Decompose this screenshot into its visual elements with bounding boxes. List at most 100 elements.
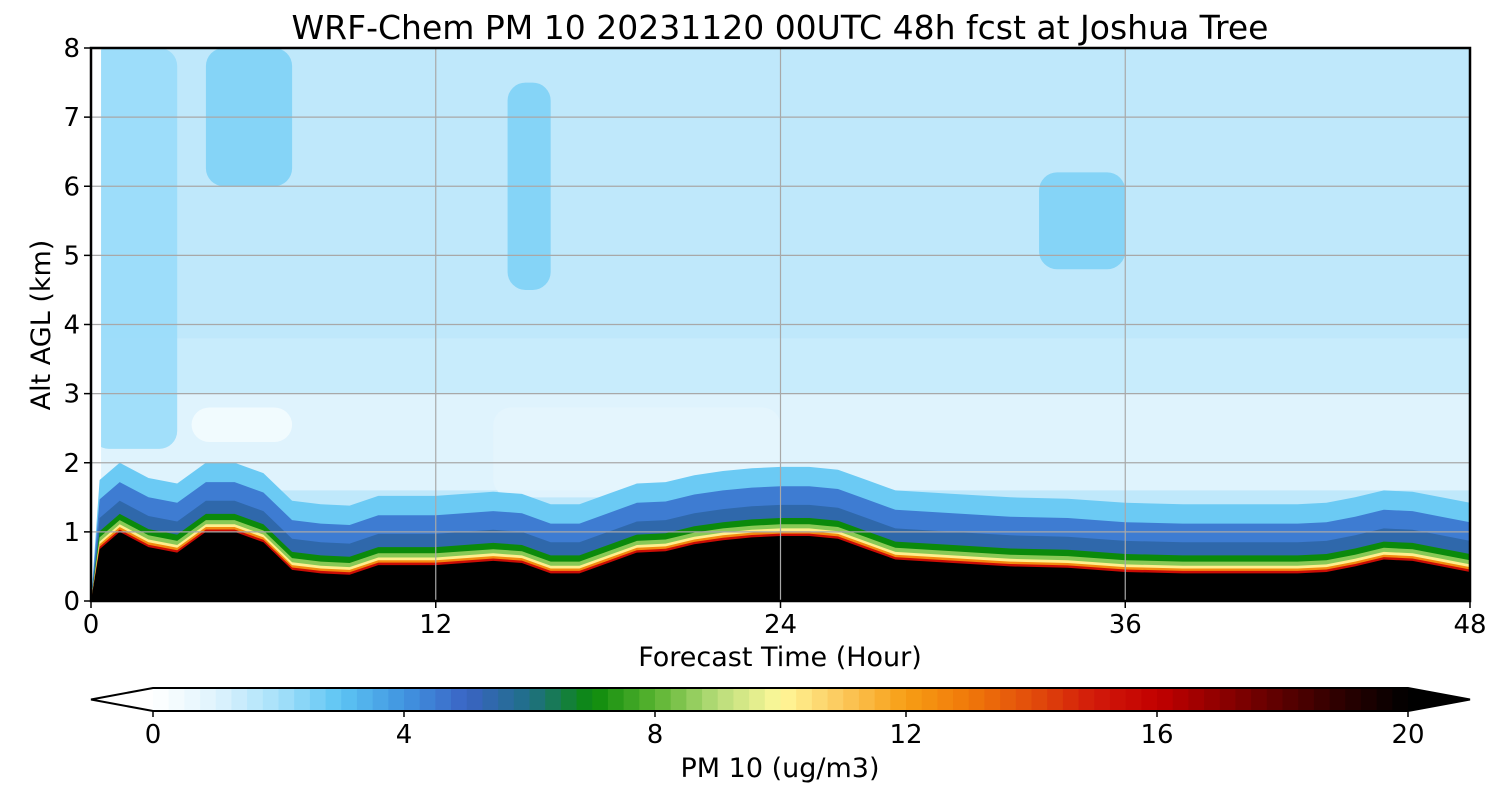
colorbar-segment-44	[843, 688, 860, 711]
colorbar-segment-60	[1094, 688, 1111, 711]
colorbar-segment-14	[372, 688, 389, 711]
colorbar-segment-13	[356, 688, 374, 711]
colorbar-ticks: 0 4 8 12 16 20	[145, 711, 1425, 750]
x-tick-label-3: 36	[1109, 610, 1142, 640]
colorbar-segment-26	[560, 688, 578, 711]
colorbar-segment-28	[592, 688, 609, 711]
chart-title: WRF-Chem PM 10 20231120 00UTC 48h fcst a…	[292, 8, 1269, 47]
colorbar-segment-58	[1062, 688, 1080, 711]
plot-area	[91, 48, 1470, 601]
colorbar-segment-66	[1188, 688, 1205, 711]
colorbar-tick-label-0: 0	[145, 720, 162, 750]
colorbar-segment-24	[529, 688, 546, 711]
y-tick-label-4: 4	[63, 311, 80, 341]
colorbar-segment-15	[388, 688, 405, 711]
colorbar-segment-25	[545, 688, 562, 711]
colorbar-segment-55	[1015, 688, 1033, 711]
colorbar-segment-11	[325, 688, 342, 711]
x-axis-label: Forecast Time (Hour)	[638, 642, 922, 673]
x-tick-label-4: 48	[1453, 610, 1486, 640]
colorbar-segment-64	[1157, 688, 1174, 711]
y-tick-label-2: 2	[63, 449, 80, 479]
colorbar-segment-53	[984, 688, 1001, 711]
y-tick-label-5: 5	[63, 241, 80, 271]
colorbar-segment-49	[921, 688, 938, 711]
colorbar-segment-19	[451, 688, 468, 711]
colorbar-segment-50	[937, 688, 954, 711]
colorbar-segment-77	[1360, 688, 1378, 711]
colorbar-segment-20	[466, 688, 484, 711]
colorbar-segment-52	[968, 688, 986, 711]
y-axis-label: Alt AGL (km)	[26, 240, 57, 411]
colorbar-segment-51	[953, 688, 970, 711]
x-tick-label-0: 0	[83, 610, 100, 640]
field-patch-4	[191, 407, 293, 443]
colorbar-segment-16	[404, 688, 421, 711]
colorbar-segment-68	[1219, 688, 1237, 711]
colorbar-label: PM 10 (ug/m3)	[681, 753, 880, 784]
colorbar-segment-31	[639, 688, 656, 711]
colorbar	[90, 687, 1471, 712]
colorbar-segment-35	[702, 688, 719, 711]
colorbar-segment-29	[607, 688, 625, 711]
colorbar-segment-43	[827, 688, 844, 711]
colorbar-segment-34	[686, 688, 703, 711]
y-tick-label-1: 1	[63, 518, 80, 548]
field-patch-0	[91, 48, 178, 449]
colorbar-segment-4	[215, 688, 233, 711]
colorbar-tick-label-4: 16	[1140, 720, 1173, 750]
colorbar-segment-59	[1078, 688, 1095, 711]
colorbar-segment-73	[1298, 688, 1315, 711]
colorbar-segment-5	[231, 688, 248, 711]
colorbar-segment-41	[796, 688, 813, 711]
colorbar-segment-3	[200, 688, 217, 711]
colorbar-segment-33	[670, 688, 687, 711]
colorbar-segment-42	[811, 688, 829, 711]
colorbar-segment-6	[247, 688, 264, 711]
colorbar-segment-7	[262, 688, 280, 711]
colorbar-segment-74	[1313, 688, 1331, 711]
colorbar-segment-21	[482, 688, 499, 711]
colorbar-segment-65	[1172, 688, 1189, 711]
y-tick-label-7: 7	[63, 103, 80, 133]
colorbar-tick-label-5: 20	[1391, 720, 1424, 750]
y-tick-label-8: 8	[63, 34, 80, 64]
colorbar-segment-0	[153, 688, 170, 711]
y-axis: 0 1 2 3 4 5 6 7 8	[63, 34, 91, 617]
colorbar-segment-54	[1000, 688, 1017, 711]
colorbar-segment-36	[717, 688, 735, 711]
colorbar-segment-23	[513, 688, 531, 711]
colorbar-segment-40	[780, 688, 797, 711]
colorbar-segment-56	[1031, 688, 1048, 711]
colorbar-segment-57	[1047, 688, 1064, 711]
colorbar-segment-32	[655, 688, 672, 711]
y-tick-label-0: 0	[63, 587, 80, 617]
field-patch-3	[1039, 172, 1126, 270]
colorbar-segment-45	[858, 688, 876, 711]
colorbar-segment-2	[184, 688, 201, 711]
colorbar-segment-46	[874, 688, 891, 711]
colorbar-segment-76	[1345, 688, 1362, 711]
colorbar-extend-high	[1408, 688, 1470, 711]
colorbar-segment-9	[294, 688, 311, 711]
colorbar-segment-10	[309, 688, 327, 711]
colorbar-segment-67	[1204, 688, 1221, 711]
colorbar-segment-48	[906, 688, 923, 711]
y-tick-label-3: 3	[63, 380, 80, 410]
y-tick-label-6: 6	[63, 172, 80, 202]
colorbar-segment-79	[1392, 688, 1409, 711]
colorbar-tick-label-2: 8	[647, 720, 664, 750]
colorbar-segment-27	[576, 688, 593, 711]
colorbar-segment-30	[623, 688, 640, 711]
colorbar-segment-47	[890, 688, 907, 711]
x-tick-label-1: 12	[419, 610, 452, 640]
colorbar-segment-78	[1376, 688, 1393, 711]
colorbar-segment-71	[1266, 688, 1284, 711]
colorbar-tick-label-3: 12	[889, 720, 922, 750]
colorbar-segment-37	[733, 688, 750, 711]
colorbar-segment-12	[341, 688, 358, 711]
colorbar-segment-63	[1141, 688, 1158, 711]
grid-layer	[91, 48, 1470, 601]
